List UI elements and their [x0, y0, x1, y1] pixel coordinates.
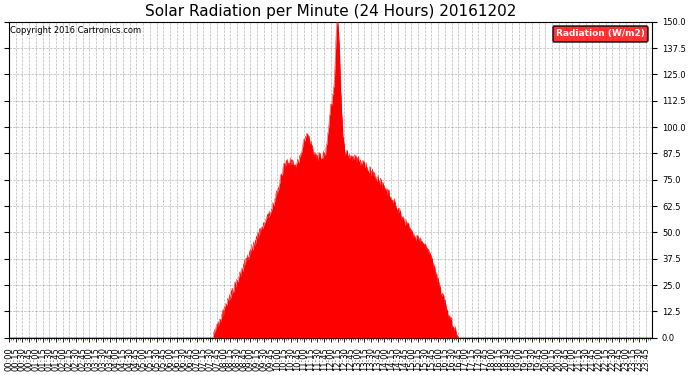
Legend: Radiation (W/m2): Radiation (W/m2): [553, 26, 648, 42]
Title: Solar Radiation per Minute (24 Hours) 20161202: Solar Radiation per Minute (24 Hours) 20…: [145, 4, 516, 19]
Text: Copyright 2016 Cartronics.com: Copyright 2016 Cartronics.com: [10, 27, 141, 36]
